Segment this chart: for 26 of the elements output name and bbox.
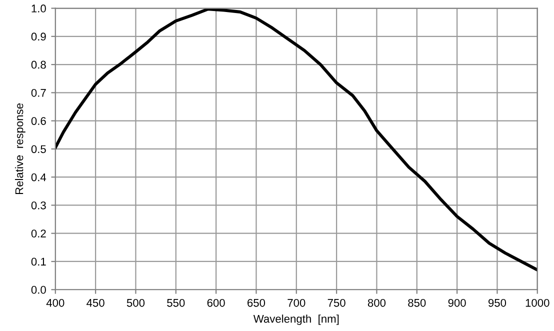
x-tick-label: 750 xyxy=(328,298,346,307)
x-tick-label: 950 xyxy=(488,298,506,307)
y-tick-label: 0.0 xyxy=(31,286,46,294)
y-tick-label: 0.7 xyxy=(31,88,46,97)
x-tick-label: 450 xyxy=(86,298,104,307)
y-tick-label: 0.8 xyxy=(31,60,46,69)
x-tick-label: 850 xyxy=(408,298,426,307)
y-tick-label: 0.1 xyxy=(31,258,46,266)
x-tick-label: 500 xyxy=(126,298,145,307)
y-tick-label: 0.6 xyxy=(31,117,46,125)
x-tick-label: 550 xyxy=(167,298,185,307)
y-tick-label: 1.0 xyxy=(32,4,46,12)
y-tick-label: 0.2 xyxy=(31,230,46,238)
y-tick-label: 0.9 xyxy=(31,32,46,41)
x-tick-label: 400 xyxy=(46,298,64,307)
y-axis-title: Relative response xyxy=(15,103,26,194)
x-tick-label: 1000 xyxy=(526,298,550,307)
x-tick-label: 900 xyxy=(448,298,466,307)
y-tick-label: 0.5 xyxy=(31,145,46,154)
y-tick-label: 0.4 xyxy=(31,173,46,182)
y-tick-label: 0.3 xyxy=(31,201,46,210)
x-tick-label: 700 xyxy=(288,298,306,307)
x-axis-title: Wavelength [nm] xyxy=(253,314,339,325)
x-tick-label: 650 xyxy=(248,298,266,307)
x-tick-label: 600 xyxy=(207,298,225,307)
x-tick-label: 800 xyxy=(368,298,386,307)
